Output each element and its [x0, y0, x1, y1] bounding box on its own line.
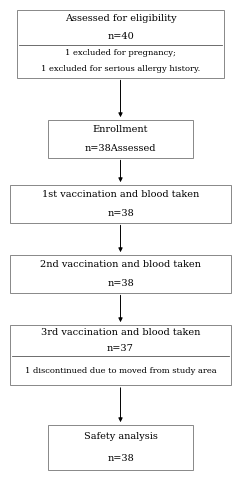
FancyBboxPatch shape — [48, 120, 193, 158]
Text: n=37: n=37 — [107, 344, 134, 353]
FancyBboxPatch shape — [17, 10, 224, 78]
Text: Assessed for eligibility: Assessed for eligibility — [65, 14, 176, 24]
Text: 1 excluded for serious allergy history.: 1 excluded for serious allergy history. — [41, 66, 200, 74]
Text: 1 discontinued due to moved from study area: 1 discontinued due to moved from study a… — [25, 366, 216, 374]
Text: 2nd vaccination and blood taken: 2nd vaccination and blood taken — [40, 260, 201, 269]
FancyBboxPatch shape — [10, 185, 231, 222]
Text: n=38Assessed: n=38Assessed — [85, 144, 156, 152]
FancyBboxPatch shape — [10, 255, 231, 292]
Text: n=40: n=40 — [107, 32, 134, 41]
FancyBboxPatch shape — [10, 325, 231, 385]
Text: n=38: n=38 — [107, 208, 134, 218]
Text: n=38: n=38 — [107, 454, 134, 463]
Text: 1st vaccination and blood taken: 1st vaccination and blood taken — [42, 190, 199, 199]
Text: 1 excluded for pregnancy;: 1 excluded for pregnancy; — [65, 49, 176, 57]
Text: Enrollment: Enrollment — [93, 125, 148, 134]
FancyBboxPatch shape — [48, 425, 193, 470]
Text: 3rd vaccination and blood taken: 3rd vaccination and blood taken — [41, 328, 200, 338]
Text: n=38: n=38 — [107, 278, 134, 287]
Text: Safety analysis: Safety analysis — [84, 432, 157, 441]
